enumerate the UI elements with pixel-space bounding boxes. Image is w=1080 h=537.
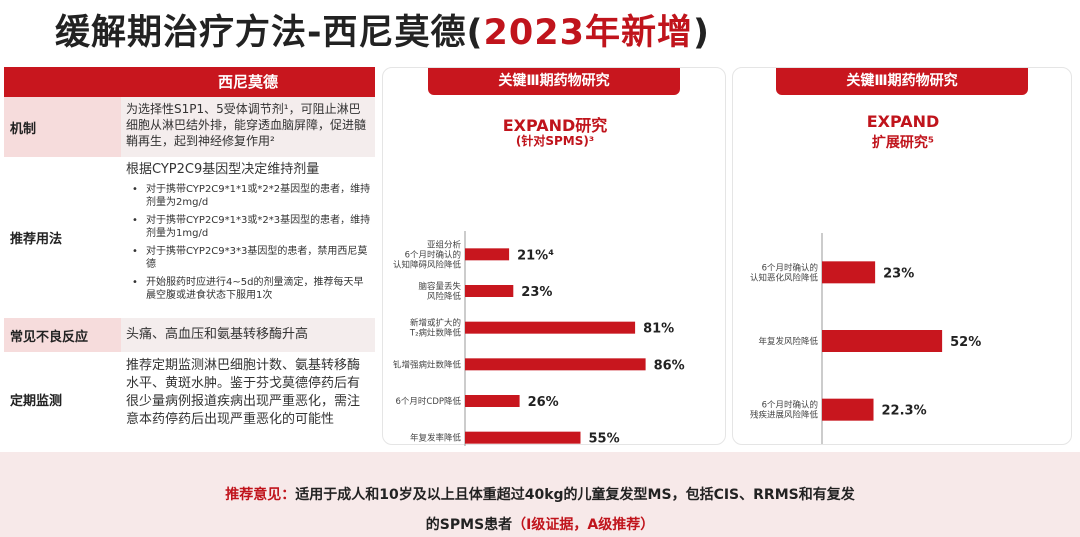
row-text-adverse: 头痛、高血压和氨基转移酶升高 — [121, 318, 375, 352]
bar — [465, 431, 581, 444]
row-text-monitoring: 推荐定期监测淋巴细胞计数、氨基转移酶水平、黄斑水肿。鉴于芬戈莫德停药后有很少量病… — [121, 353, 375, 446]
category-label: 6个月时确认的认知恶化风险降低 — [750, 262, 819, 283]
list-item: • 开始服药时应进行4~5d的剂量滴定，推荐每天早晨空腹或进食状态下服用1次 — [132, 277, 364, 301]
table-row: 常见不良反应 头痛、高血压和氨基转移酶升高 — [4, 318, 375, 353]
chart-subtitle: (针对SPMS)³ — [515, 134, 595, 148]
data-label: 21%⁴ — [517, 248, 554, 263]
study-panel-expand: 关键Ⅲ期药物研究 EXPAND研究 (针对SPMS)³ 21%⁴ 亚组分析 6个月时… — [382, 67, 726, 446]
table-row: 推荐用法 根据CYP2C9基因型决定维持剂量 • 对于携带CYP2C9*1*1或*… — [4, 158, 375, 318]
study-panel-expand-extension: 关键Ⅲ期药物研究 EXPAND 扩展研究⁵ 23% 6个月时确认的认知恶化风险降低… — [732, 67, 1072, 445]
panel-tab: 关键Ⅲ期药物研究 — [428, 68, 680, 95]
bar — [822, 261, 876, 284]
data-label: 81% — [643, 322, 674, 337]
bar — [822, 398, 874, 421]
drug-name-header: 西尼莫德 — [217, 73, 278, 91]
list-item: • 对于携带CYP2C9*1*1或*2*2基因型的患者，维持剂量为2mg/d — [132, 184, 371, 208]
bar — [465, 321, 636, 334]
bar — [465, 358, 646, 371]
row-text-mechanism: 为选择性S1P1、5受体调节剂¹，可阻止淋巴细胞从淋巴结外排，能穿透血脑屏障，促… — [121, 97, 375, 157]
row-label-mechanism: 机制 — [4, 97, 121, 157]
chart-title: EXPAND研究 — [502, 116, 608, 135]
row-label-adverse: 常见不良反应 — [4, 318, 121, 352]
recommendation-line-2: 的SPMS患者（Ⅰ级证据，A级推荐） — [425, 517, 655, 533]
page-title: 缓解期治疗方法-西尼莫德(2023年新增) — [55, 4, 710, 55]
row-text-dosage: 根据CYP2C9基因型决定维持剂量 • 对于携带CYP2C9*1*1或*2*2基因… — [121, 158, 375, 317]
data-label: 52% — [950, 335, 981, 350]
category-label: 6个月时确认的残疾进展风险降低 — [750, 400, 819, 421]
category-label: 亚组分析 6个月时确认的认知障碍风险降低 — [393, 239, 462, 270]
bar-chart-expand-extension: 23% 6个月时确认的认知恶化风险降低 52% 年复发风险降低 22.3% 6个月时确认的… — [750, 233, 981, 444]
bar — [465, 395, 520, 407]
category-label: 脑容量丢失风险降低 — [418, 281, 461, 302]
list-item: • 对于携带CYP2C9*1*3或*2*3基因型的患者，维持剂量为1mg/d — [132, 215, 371, 239]
data-label: 23% — [521, 285, 552, 300]
bar-chart-expand: 21%⁴ 亚组分析 6个月时确认的认知障碍风险降低 23% 脑容量丢失风险降低 81% 新增… — [393, 231, 685, 446]
category-label: 钆增强病灶数降低 — [393, 359, 462, 370]
table-header: 西尼莫德 — [4, 67, 375, 97]
chart-title: EXPAND — [866, 112, 940, 131]
data-label: 86% — [654, 358, 685, 373]
table-row: 机制 为选择性S1P1、5受体调节剂¹，可阻止淋巴细胞从淋巴结外排，能穿透血脑屏… — [4, 97, 375, 158]
data-label: 22.3% — [882, 404, 927, 419]
data-label: 23% — [883, 266, 914, 281]
list-item: • 对于携带CYP2C9*3*3基因型的患者，禁用西尼莫德 — [132, 246, 368, 270]
category-label: 年复发风险降低 — [758, 336, 818, 347]
chart-subtitle: 扩展研究⁵ — [871, 135, 935, 151]
panel-tab: 关键Ⅲ期药物研究 — [776, 68, 1028, 95]
title-main: 缓解期治疗方法-西尼莫德( — [55, 13, 484, 53]
category-label: 6个月时CDP降低 — [395, 396, 461, 407]
data-label: 26% — [528, 395, 559, 410]
table-row: 定期监测 推荐定期监测淋巴细胞计数、氨基转移酶水平、黄斑水肿。鉴于芬戈莫德停药后… — [4, 353, 375, 447]
category-label: 年复发率降低 — [410, 433, 462, 444]
recommendation-line-1: 推荐意见：适用于成人和10岁及以上且体重超过40kg的儿童复发型MS，包括CIS… — [225, 487, 855, 503]
bar — [465, 248, 510, 261]
title-highlight: 2023年新增 — [483, 13, 693, 53]
bar — [822, 330, 943, 352]
data-label: 55% — [589, 432, 620, 446]
bar — [465, 285, 514, 297]
dosage-intro: 根据CYP2C9基因型决定维持剂量 — [126, 162, 320, 177]
row-label-dosage: 推荐用法 — [4, 158, 121, 317]
category-label: 新增或扩大的 T₂病灶数降低 — [409, 318, 462, 339]
recommendation-box: 推荐意见：适用于成人和10岁及以上且体重超过40kg的儿童复发型MS，包括CIS… — [0, 452, 1080, 537]
row-label-monitoring: 定期监测 — [4, 353, 121, 446]
drug-info-table: 西尼莫德 机制 为选择性S1P1、5受体调节剂¹，可阻止淋巴细胞从淋巴结外排，能… — [4, 67, 375, 447]
title-close: ) — [692, 13, 710, 53]
